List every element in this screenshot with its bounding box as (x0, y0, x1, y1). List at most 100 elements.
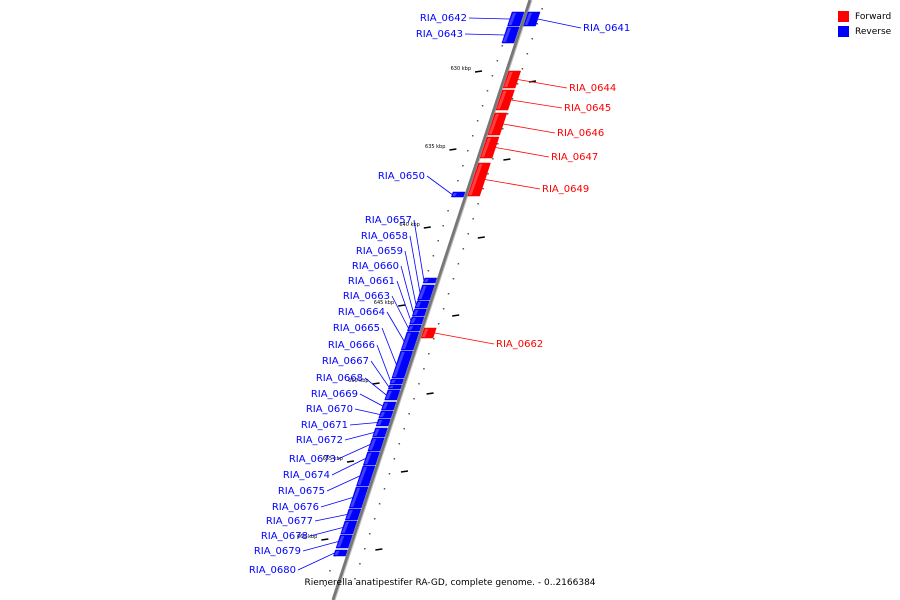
minor-tick-mark (403, 428, 405, 430)
scale-tick (372, 382, 380, 385)
gene-connector (326, 475, 360, 492)
minor-tick-mark (423, 368, 425, 370)
gene-label-RIA_0665[interactable]: RIA_0665 (333, 323, 380, 334)
gene-label-RIA_0644[interactable]: RIA_0644 (569, 83, 616, 94)
minor-tick-mark (418, 383, 420, 385)
gene-label-RIA_0675[interactable]: RIA_0675 (278, 486, 325, 497)
gene-label-RIA_0664[interactable]: RIA_0664 (338, 307, 385, 318)
gene-label-RIA_0662[interactable]: RIA_0662 (496, 339, 543, 350)
gene-RIA_0644[interactable] (502, 70, 522, 89)
gene-label-RIA_0676[interactable]: RIA_0676 (272, 502, 319, 513)
gene-label-RIA_0641[interactable]: RIA_0641 (583, 23, 630, 34)
gene-label-RIA_0678[interactable]: RIA_0678 (261, 531, 308, 542)
gene-RIA_0669[interactable] (381, 401, 397, 411)
minor-tick-mark (388, 473, 391, 475)
gene-RIA_0666[interactable] (389, 378, 404, 385)
gene-label-RIA_0642[interactable]: RIA_0642 (420, 13, 467, 24)
gene-connector (468, 17, 510, 20)
minor-tick-mark (324, 585, 326, 587)
gene-highlight (389, 386, 394, 388)
gene-label-RIA_0649[interactable]: RIA_0649 (542, 184, 589, 195)
gene-label-RIA_0645[interactable]: RIA_0645 (564, 103, 611, 114)
gene-label-RIA_0658[interactable]: RIA_0658 (361, 231, 408, 242)
gene-connector (400, 265, 414, 313)
gene-RIA_0649[interactable] (467, 162, 491, 197)
gene-highlight (357, 467, 367, 485)
minor-tick-mark (437, 240, 439, 242)
gene-RIA_0665[interactable] (391, 350, 414, 379)
gene-RIA_0670[interactable] (378, 410, 394, 419)
gene-label-RIA_0650[interactable]: RIA_0650 (378, 171, 425, 182)
scale-tick-label: 645 kbp (374, 300, 394, 306)
gene-RIA_0657[interactable] (422, 277, 438, 284)
gene-RIA_0668[interactable] (384, 389, 401, 401)
gene-label-RIA_0643[interactable]: RIA_0643 (416, 29, 463, 40)
gene-label-RIA_0647[interactable]: RIA_0647 (551, 152, 598, 163)
gene-label-RIA_0673[interactable]: RIA_0673 (289, 454, 336, 465)
gene-RIA_0679[interactable] (335, 534, 353, 549)
scale-tick-label: 655 kbp (323, 456, 343, 462)
gene-label-RIA_0672[interactable]: RIA_0672 (296, 435, 343, 446)
gene-RIA_0676[interactable] (348, 486, 369, 509)
gene-RIA_0672[interactable] (372, 427, 388, 438)
gene-label-RIA_0677[interactable]: RIA_0677 (266, 516, 313, 527)
gene-RIA_0673[interactable] (367, 437, 385, 452)
minor-tick-mark (541, 8, 543, 10)
gene-label-RIA_0666[interactable]: RIA_0666 (328, 340, 375, 351)
minor-tick-mark (476, 120, 479, 122)
gene-label-RIA_0668[interactable]: RIA_0668 (316, 373, 363, 384)
gene-RIA_0680[interactable] (333, 549, 348, 557)
gene-RIA_0664[interactable] (400, 331, 420, 351)
gene-label-RIA_0680[interactable]: RIA_0680 (249, 565, 296, 576)
gene-highlight (524, 13, 533, 25)
gene-highlight (508, 13, 517, 25)
gene-RIA_0667[interactable] (387, 384, 402, 390)
gene-highlight (408, 326, 414, 330)
gene-RIA_0661[interactable] (409, 316, 425, 325)
gene-label-RIA_0671[interactable]: RIA_0671 (301, 420, 348, 431)
gene-RIA_0645[interactable] (495, 89, 515, 111)
gene-highlight (502, 28, 512, 42)
gene-RIA_0650[interactable] (450, 191, 466, 198)
gene-RIA_0662[interactable] (420, 327, 437, 339)
gene-RIA_0671[interactable] (375, 418, 391, 427)
gene-RIA_0678[interactable] (340, 520, 358, 535)
gene-RIA_0675[interactable] (356, 465, 376, 487)
gene-connector (391, 295, 409, 329)
minor-tick-mark (497, 143, 499, 145)
gene-label-RIA_0661[interactable]: RIA_0661 (348, 276, 395, 287)
gene-RIA_0641[interactable] (523, 11, 541, 27)
gene-label-RIA_0670[interactable]: RIA_0670 (306, 404, 353, 415)
gene-highlight (337, 536, 345, 547)
gene-label-RIA_0663[interactable]: RIA_0663 (343, 291, 390, 302)
gene-label-RIA_0679[interactable]: RIA_0679 (254, 546, 301, 557)
gene-RIA_0663[interactable] (406, 324, 422, 332)
gene-RIA_0658[interactable] (417, 284, 435, 301)
gene-connector (434, 332, 495, 345)
minor-tick-mark (368, 533, 371, 535)
gene-label-RIA_0659[interactable]: RIA_0659 (356, 246, 403, 257)
gene-highlight (334, 551, 340, 555)
gene-label-RIA_0657[interactable]: RIA_0657 (365, 215, 412, 226)
gene-label-RIA_0669[interactable]: RIA_0669 (311, 389, 358, 400)
gene-RIA_0643[interactable] (501, 26, 520, 44)
legend-label-forward: Forward (855, 11, 892, 22)
minor-tick-mark (329, 570, 331, 572)
gene-label-RIA_0646[interactable]: RIA_0646 (557, 128, 604, 139)
gene-connector (320, 497, 353, 508)
gene-RIA_0642[interactable] (507, 11, 525, 27)
minor-tick-mark (359, 563, 361, 565)
gene-highlight (392, 352, 405, 377)
gene-label-RIA_0674[interactable]: RIA_0674 (283, 470, 330, 481)
gene-RIA_0646[interactable] (487, 112, 508, 136)
gene-label-RIA_0667[interactable]: RIA_0667 (322, 356, 369, 367)
gene-connector (381, 327, 397, 365)
gene-RIA_0674[interactable] (362, 451, 380, 466)
gene-RIA_0647[interactable] (479, 136, 500, 159)
gene-RIA_0677[interactable] (344, 508, 362, 521)
gene-RIA_0659[interactable] (414, 300, 430, 309)
gene-highlight (418, 286, 427, 299)
gene-RIA_0660[interactable] (411, 308, 427, 317)
gene-label-RIA_0660[interactable]: RIA_0660 (352, 261, 399, 272)
